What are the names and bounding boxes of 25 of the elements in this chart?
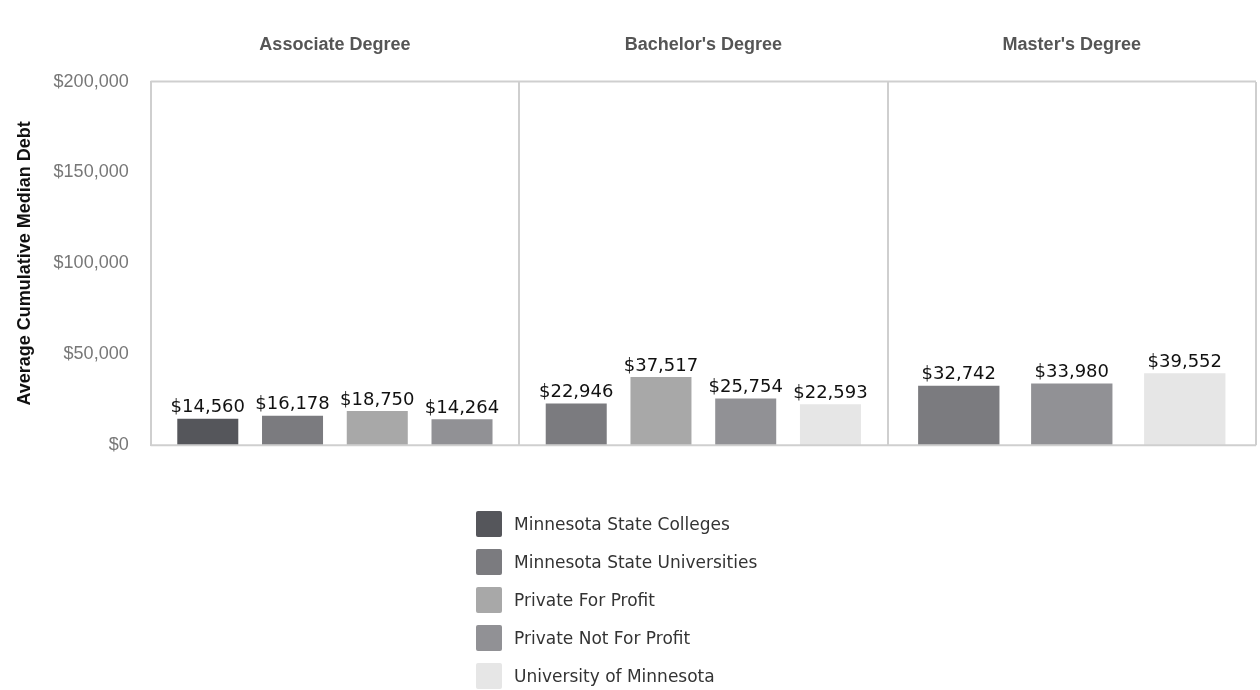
- y-tick-label: $150,000: [53, 161, 129, 182]
- data-label: $22,946: [539, 380, 614, 402]
- legend-label: University of Minnesota: [514, 666, 715, 686]
- data-label: $33,980: [1034, 360, 1109, 382]
- y-tick-label: $100,000: [53, 252, 129, 273]
- legend-label: Minnesota State Universities: [514, 552, 758, 572]
- y-tick-label: $50,000: [63, 343, 129, 364]
- legend-label: Minnesota State Colleges: [514, 514, 730, 534]
- y-tick-label: $200,000: [53, 70, 129, 91]
- y-axis-title: Average Cumulative Median Debt: [13, 121, 34, 406]
- x-tick-label: Bachelor's Degree: [624, 33, 783, 54]
- data-label: $14,264: [424, 395, 500, 417]
- legend-label: Private For Profit: [514, 590, 655, 610]
- data-label: $32,742: [921, 362, 997, 384]
- data-label: $39,552: [1147, 349, 1222, 371]
- data-label: $14,560: [170, 395, 245, 417]
- data-label: $16,178: [255, 392, 330, 414]
- data-label: $18,750: [340, 387, 415, 409]
- y-tick-label: $0: [108, 434, 129, 455]
- data-label: $22,593: [793, 380, 868, 402]
- data-label: $37,517: [623, 353, 699, 375]
- legend-label: Private Not For Profit: [514, 628, 691, 648]
- x-tick-label: Master's Degree: [1002, 33, 1141, 54]
- data-label: $25,754: [708, 375, 783, 397]
- x-tick-label: Associate Degree: [259, 33, 411, 54]
